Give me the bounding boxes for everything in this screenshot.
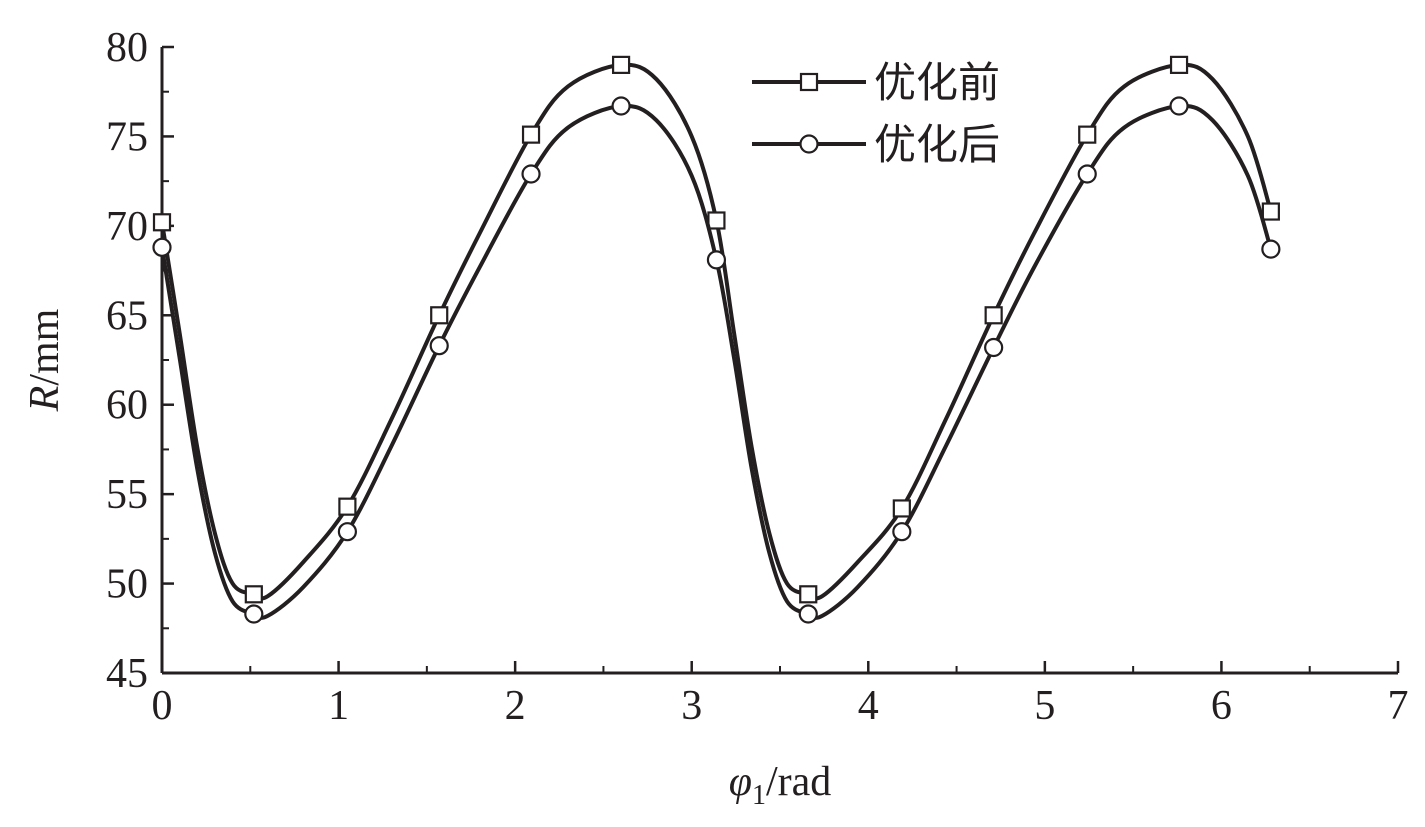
circle-point-marker: [1077, 164, 1097, 184]
y-tick-label: 60: [106, 383, 148, 429]
x-tick-label: 7: [1388, 683, 1409, 729]
legend-entry: 优化前: [752, 58, 1000, 107]
circle-point-marker: [521, 164, 541, 184]
square-point-marker: [799, 585, 818, 604]
series-group: [152, 55, 1281, 624]
y-tick-label: 50: [106, 562, 148, 608]
y-axis-symbol: R: [22, 386, 68, 413]
square-point-marker: [1078, 125, 1097, 144]
x-tick-label: 3: [681, 683, 702, 729]
circle-point-marker: [611, 96, 631, 116]
series-1: [152, 55, 1280, 604]
y-tick-label: 75: [106, 114, 148, 160]
circle-point-marker: [152, 237, 172, 257]
square-point-marker: [1261, 202, 1280, 221]
y-axis-unit: /mm: [22, 308, 68, 385]
circle-point-marker: [1169, 96, 1189, 116]
y-tick-label: 80: [106, 25, 148, 71]
square-point-marker: [152, 213, 172, 232]
legend-label: 优化后: [874, 120, 1000, 169]
circle-point-marker: [429, 336, 449, 356]
y-tick-label: 45: [106, 651, 148, 697]
square-point-marker: [338, 497, 357, 516]
x-tick-label: 5: [1034, 683, 1055, 729]
circle-point-marker: [244, 604, 264, 624]
circle-point-marker: [706, 250, 727, 270]
series-line: [160, 103, 1273, 620]
square-point-marker: [244, 585, 263, 604]
circle-point-marker: [892, 522, 912, 542]
x-axis-unit: /rad: [766, 759, 831, 805]
square-point-marker: [430, 306, 449, 325]
legend-entry: 优化后: [752, 120, 1000, 169]
y-tick-label: 55: [106, 472, 148, 518]
circle-point-marker: [984, 337, 1004, 358]
legend-circle-marker: [799, 134, 819, 154]
x-tick-label: 4: [858, 683, 879, 729]
legend-label: 优化前: [874, 58, 1000, 107]
y-tick-label: 70: [106, 204, 148, 250]
x-tick-label: 0: [152, 683, 173, 729]
square-point-marker: [984, 306, 1003, 325]
square-point-marker: [892, 499, 911, 518]
x-axis-subscript: 1: [752, 780, 766, 811]
circle-point-marker: [798, 604, 818, 624]
x-tick-label: 6: [1211, 683, 1232, 729]
x-axis-title: φ1/rad: [729, 759, 832, 811]
square-point-marker: [521, 125, 541, 144]
square-point-marker: [1169, 55, 1189, 74]
x-tick-label: 1: [328, 683, 349, 729]
circle-point-marker: [337, 522, 357, 542]
square-point-marker: [611, 55, 631, 74]
y-tick-label: 65: [106, 293, 148, 339]
circle-point-marker: [1261, 239, 1281, 259]
x-axis-symbol: φ: [729, 759, 752, 805]
series-2: [152, 96, 1281, 624]
square-point-marker: [707, 211, 726, 230]
legend-square-marker: [799, 72, 819, 92]
y-axis-title: R/mm: [22, 308, 68, 412]
x-tick-label: 2: [505, 683, 526, 729]
